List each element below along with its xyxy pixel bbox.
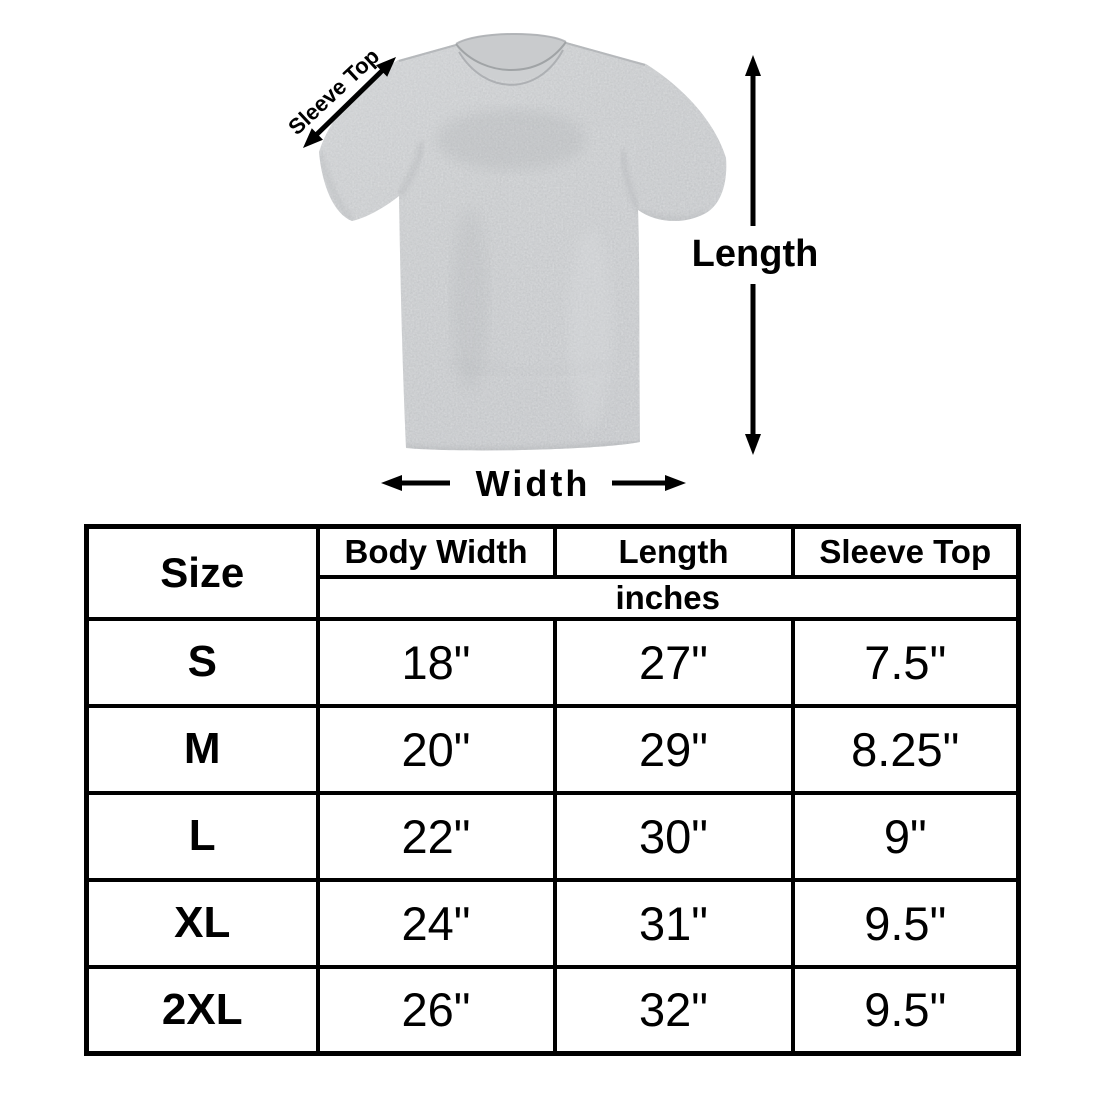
size-table: Size Body Width Length Sleeve Top inches…	[84, 524, 1021, 1056]
length-cell: 30"	[552, 790, 795, 882]
tshirt-collar	[398, 33, 646, 86]
length-label: Length	[692, 233, 819, 275]
sleeve-top-cell: 9"	[790, 790, 1021, 882]
sleeve-top-cell: 9.5"	[790, 877, 1021, 969]
table-row-2xl: 2XL 26" 32" 9.5"	[84, 964, 1021, 1056]
sleeve-top-cell: 9.5"	[790, 964, 1021, 1056]
unit-header: inches	[315, 574, 1021, 621]
length-cell: 32"	[552, 964, 795, 1056]
body-width-cell: 24"	[315, 877, 557, 969]
col-header-size: Size	[84, 524, 320, 621]
body-width-cell: 18"	[315, 616, 557, 708]
body-width-cell: 22"	[315, 790, 557, 882]
sleeve-top-cell: 8.25"	[790, 703, 1021, 795]
sleeve-top-cell: 7.5"	[790, 616, 1021, 708]
table-row-xl: XL 24" 31" 9.5"	[84, 877, 1021, 969]
size-cell: 2XL	[84, 964, 320, 1056]
width-label: Width	[476, 463, 591, 504]
table-row-s: S 18" 27" 7.5"	[84, 616, 1021, 708]
width-arrow-right	[612, 475, 686, 491]
col-header-body-width: Body Width	[315, 524, 557, 579]
col-header-sleeve-top: Sleeve Top	[790, 524, 1021, 579]
table-row-m: M 20" 29" 8.25"	[84, 703, 1021, 795]
col-header-length: Length	[552, 524, 795, 579]
size-cell: L	[84, 790, 320, 882]
length-arrow	[745, 55, 761, 455]
width-arrow-left	[381, 475, 450, 491]
length-cell: 31"	[552, 877, 795, 969]
body-width-cell: 26"	[315, 964, 557, 1056]
unit-header-row: inches	[87, 574, 1021, 621]
sleeve-top-arrow	[303, 57, 396, 148]
table-header-row: Size Body Width Length Sleeve Top	[84, 524, 1021, 621]
length-cell: 27"	[552, 616, 795, 708]
size-cell: S	[84, 616, 320, 708]
length-cell: 29"	[552, 703, 795, 795]
size-cell: XL	[84, 877, 320, 969]
tshirt-measurement-diagram: Sleeve Top Length Width	[283, 33, 819, 504]
size-cell: M	[84, 703, 320, 795]
body-width-cell: 20"	[315, 703, 557, 795]
table-row-l: L 22" 30" 9"	[84, 790, 1021, 882]
